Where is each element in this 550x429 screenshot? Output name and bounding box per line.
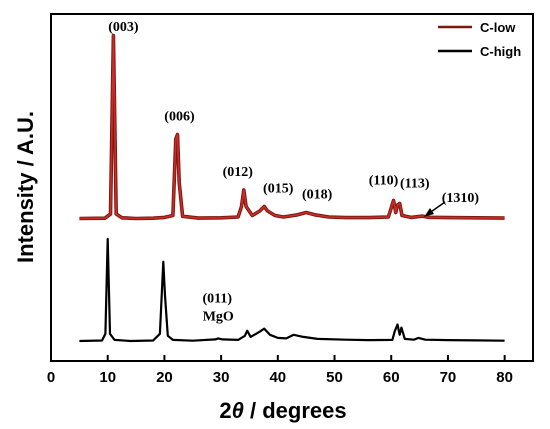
x-axis-title-theta: θ xyxy=(232,398,244,423)
x-tick-label-30: 30 xyxy=(213,369,230,386)
plot-area-border xyxy=(50,13,534,362)
x-tick-label-60: 60 xyxy=(383,369,400,386)
peak-label-1310: (1310) xyxy=(442,191,480,206)
series-c-high-line xyxy=(79,237,505,343)
peak-annotations: (003) (006) (012) (015) (018) (110) (113) (1310… xyxy=(108,20,479,324)
y-axis-title: Intensity / A.U. xyxy=(13,111,38,263)
x-tick-label-20: 20 xyxy=(156,369,173,386)
legend: C-low C-high xyxy=(438,20,521,59)
arrow-1310 xyxy=(424,201,446,217)
x-axis-title-part-2: 2 xyxy=(219,398,231,423)
x-tick-label-40: 40 xyxy=(269,369,286,386)
x-tick-label-70: 70 xyxy=(440,369,457,386)
arrow-1310-head xyxy=(424,208,434,217)
x-tick-label-0: 0 xyxy=(47,369,55,386)
x-axis-title: 2θ / degrees xyxy=(219,398,346,423)
x-axis-title-unit: / degrees xyxy=(244,398,347,423)
plot-frame xyxy=(50,13,534,362)
x-axis-ticks xyxy=(50,355,506,361)
peak-label-mgo: MgO xyxy=(203,309,234,324)
series-c-low-line xyxy=(79,34,505,220)
peak-label-015: (015) xyxy=(263,182,294,197)
series-layer xyxy=(79,33,505,343)
peak-label-006: (006) xyxy=(164,110,195,125)
peak-label-012: (012) xyxy=(223,165,254,180)
x-axis-tick-labels: 0 10 20 30 40 50 60 70 80 xyxy=(47,369,513,386)
peak-label-003: (003) xyxy=(108,20,139,35)
legend-label-c-high: C-high xyxy=(480,44,521,59)
peak-label-113: (113) xyxy=(400,177,430,192)
x-tick-label-50: 50 xyxy=(326,369,343,386)
x-tick-label-10: 10 xyxy=(99,369,116,386)
x-tick-label-80: 80 xyxy=(496,369,513,386)
legend-label-c-low: C-low xyxy=(480,20,516,35)
peak-label-011: (011) xyxy=(203,291,233,306)
peak-label-018: (018) xyxy=(302,188,333,203)
peak-label-110: (110) xyxy=(369,174,399,189)
